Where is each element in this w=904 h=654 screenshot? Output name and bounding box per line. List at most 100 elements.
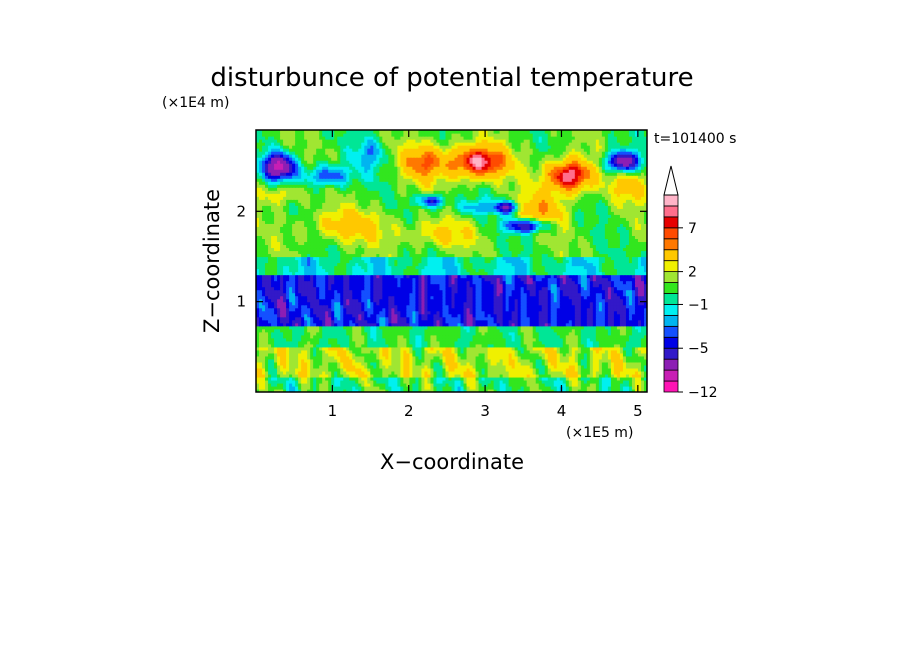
heatmap-cell: [313, 286, 317, 291]
heatmap-cell: [370, 319, 374, 324]
heatmap-cell: [304, 277, 308, 282]
heatmap-cell: [304, 298, 308, 303]
heatmap-cell: [589, 355, 594, 360]
heatmap-cell: [322, 286, 326, 291]
heatmap-cell: [574, 331, 579, 336]
heatmap-cell: [520, 379, 525, 384]
heatmap-cell: [424, 376, 429, 381]
heatmap-cell: [256, 361, 260, 366]
heatmap-cell: [565, 331, 570, 336]
heatmap-cell: [613, 337, 618, 342]
heatmap-cell: [436, 310, 441, 315]
heatmap-cell: [529, 367, 534, 372]
heatmap-cell: [562, 319, 567, 324]
heatmap-cell: [355, 304, 359, 309]
heatmap-cell: [601, 340, 606, 345]
heatmap-cell: [628, 322, 633, 327]
heatmap-cell: [415, 379, 420, 384]
heatmap-cell: [622, 331, 627, 336]
heatmap-cell: [535, 349, 540, 354]
heatmap-cell: [640, 283, 645, 288]
heatmap-cell: [526, 307, 531, 312]
heatmap-cell: [445, 316, 450, 321]
heatmap-cell: [445, 367, 450, 372]
heatmap-cell: [310, 319, 314, 324]
heatmap-cell: [391, 292, 395, 297]
heatmap-cell: [472, 355, 477, 360]
heatmap-cell: [568, 343, 573, 348]
heatmap-cell: [637, 340, 642, 345]
heatmap-cell: [337, 388, 341, 392]
heatmap-cell: [514, 376, 519, 381]
heatmap-cell: [349, 349, 353, 354]
heatmap-cell: [415, 331, 420, 336]
heatmap-cell: [541, 298, 546, 303]
heatmap-cell: [481, 346, 486, 351]
heatmap-cell: [289, 313, 293, 318]
heatmap-cell: [466, 388, 471, 392]
heatmap-cell: [364, 370, 368, 375]
heatmap-cell: [382, 313, 386, 318]
heatmap-cell: [637, 358, 642, 363]
heatmap-cell: [292, 304, 296, 309]
heatmap-cell: [424, 355, 429, 360]
heatmap-cell: [397, 280, 401, 285]
heatmap-cell: [430, 370, 435, 375]
heatmap-cell: [607, 361, 612, 366]
heatmap-cell: [595, 289, 600, 294]
heatmap-cell: [604, 337, 609, 342]
heatmap-cell: [538, 358, 543, 363]
heatmap-cell: [352, 295, 356, 300]
heatmap-cell: [271, 364, 275, 369]
heatmap-cell: [442, 373, 447, 378]
heatmap-cell: [526, 331, 531, 336]
heatmap-cell: [277, 346, 281, 351]
heatmap-cell: [619, 361, 624, 366]
heatmap-cell: [394, 331, 398, 336]
heatmap-cell: [385, 298, 389, 303]
heatmap-cell: [595, 316, 600, 321]
heatmap-cell: [334, 310, 338, 315]
heatmap-cell: [547, 319, 552, 324]
heatmap-cell: [532, 376, 537, 381]
heatmap-cell: [535, 319, 540, 324]
heatmap-cell: [451, 367, 456, 372]
heatmap-cell: [511, 346, 516, 351]
heatmap-cell: [604, 322, 609, 327]
heatmap-cell: [436, 361, 441, 366]
heatmap-cell: [343, 274, 347, 279]
heatmap-cell: [397, 385, 401, 390]
heatmap-cell: [475, 310, 480, 315]
heatmap-cell: [412, 277, 417, 282]
heatmap-cell: [451, 349, 456, 354]
heatmap-cell: [514, 286, 519, 291]
heatmap-cell: [388, 385, 392, 390]
heatmap-cell: [337, 316, 341, 321]
heatmap-cell: [547, 334, 552, 339]
heatmap-cell: [637, 310, 642, 315]
heatmap-cell: [388, 307, 392, 312]
heatmap-cell: [592, 307, 597, 312]
heatmap-cell: [349, 370, 353, 375]
heatmap-cell: [532, 310, 537, 315]
heatmap-cell: [430, 310, 435, 315]
heatmap-cell: [496, 322, 501, 327]
heatmap-cell: [523, 304, 528, 309]
heatmap-cell: [430, 295, 435, 300]
heatmap-cell: [274, 298, 278, 303]
heatmap-cell: [478, 373, 483, 378]
heatmap-cell: [367, 334, 371, 339]
heatmap-cell: [451, 343, 456, 348]
heatmap-cell: [436, 370, 441, 375]
heatmap-cell: [358, 343, 362, 348]
heatmap-cell: [313, 373, 317, 378]
heatmap-cell: [571, 283, 576, 288]
heatmap-cell: [559, 376, 564, 381]
heatmap-cell: [484, 331, 489, 336]
heatmap-cell: [439, 283, 444, 288]
heatmap-cell: [409, 325, 413, 330]
heatmap-cell: [580, 286, 585, 291]
heatmap-cell: [643, 328, 647, 333]
heatmap-cell: [622, 307, 627, 312]
heatmap-cell: [316, 382, 320, 387]
